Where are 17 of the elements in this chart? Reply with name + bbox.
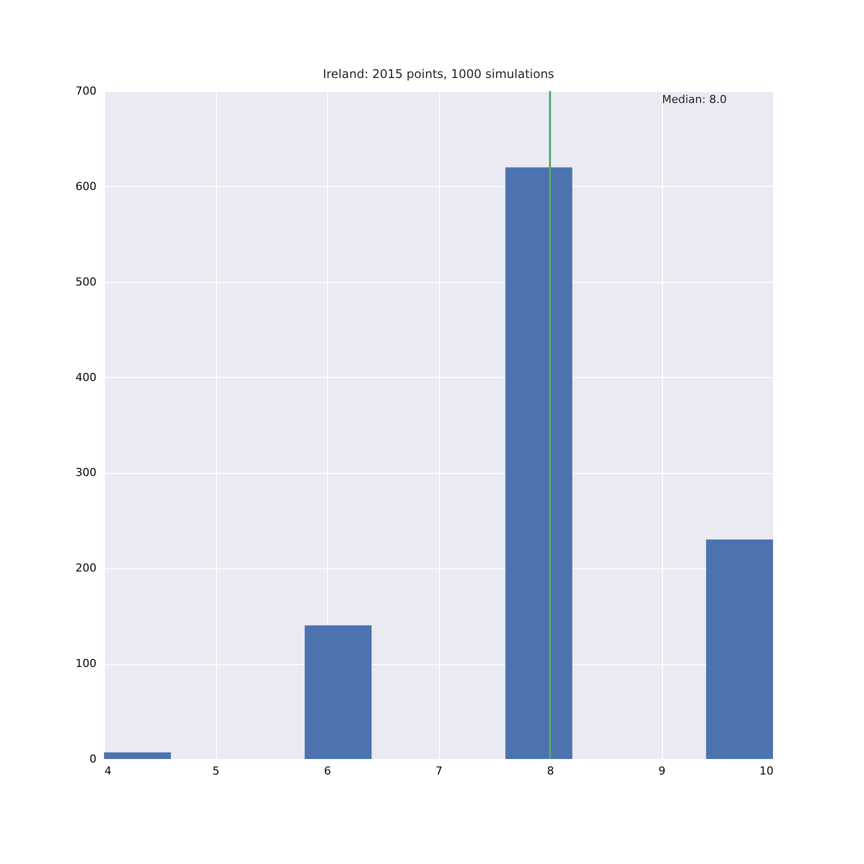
- y-tick-label: 100: [76, 657, 96, 670]
- y-tick-label: 0: [90, 752, 96, 766]
- y-tick-label: 600: [76, 180, 96, 193]
- x-tick-label: 10: [760, 764, 774, 778]
- y-tick-label: 400: [76, 370, 96, 384]
- y-tick-label: 500: [76, 275, 96, 288]
- x-tick-label: 9: [658, 764, 666, 778]
- x-tick-label: 7: [436, 764, 442, 778]
- x-tick-label: 8: [547, 764, 554, 778]
- x-tick-label: 6: [324, 764, 331, 778]
- annotation: Median: 8.0: [662, 93, 727, 106]
- x-tick-label: 4: [104, 764, 112, 778]
- x-tick-label: 5: [212, 764, 220, 778]
- chart-title: Ireland: 2015 points, 1000 simulations: [322, 67, 554, 81]
- y-tick-label: 300: [76, 466, 96, 480]
- y-tick-label: 200: [76, 562, 96, 575]
- y-tick-label: 700: [76, 84, 96, 98]
